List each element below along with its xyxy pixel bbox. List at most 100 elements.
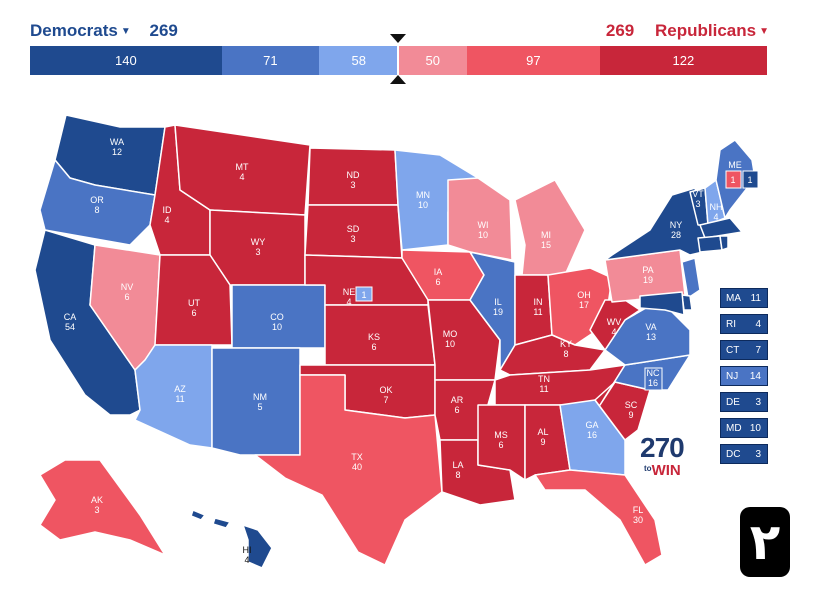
state-label-va: VA	[645, 322, 656, 332]
bar-segment-likely-dem[interactable]: 71	[221, 46, 320, 75]
state-MA[interactable]	[699, 217, 743, 239]
270towin-logo[interactable]: 270 toWIN	[640, 434, 700, 479]
state-votes-sc: 9	[628, 410, 633, 420]
state-votes-fl: 30	[633, 515, 643, 525]
democrats-label[interactable]: Democrats	[30, 21, 118, 40]
state-label-wa: WA	[110, 137, 124, 147]
nc-label-box	[644, 367, 663, 391]
small-state-md[interactable]: MD 10	[720, 418, 768, 438]
republicans-label[interactable]: Republicans	[655, 21, 757, 40]
me-district-box-1[interactable]	[725, 170, 742, 189]
state-label-tn: TN	[538, 374, 550, 384]
state-votes-ok: 7	[383, 395, 388, 405]
small-state-dc[interactable]: DC 3	[720, 444, 768, 464]
state-MS[interactable]	[477, 404, 526, 481]
state-label-co: CO	[270, 312, 284, 322]
state-label-sd: SD	[347, 224, 360, 234]
state-label-ms: MS	[494, 430, 508, 440]
state-MI[interactable]	[514, 179, 586, 276]
state-label-il: IL	[494, 297, 502, 307]
state-votes-tx: 40	[352, 462, 362, 472]
ne-district-box[interactable]	[355, 286, 373, 302]
state-HI[interactable]	[242, 524, 273, 569]
small-state-abbr: DC	[726, 448, 741, 460]
state-votes-mt: 4	[239, 172, 244, 182]
state-CT[interactable]	[697, 235, 723, 253]
state-votes-ks: 6	[371, 342, 376, 352]
state-votes-tn: 11	[539, 384, 548, 394]
state-votes-ar: 6	[454, 405, 459, 415]
democrats-header[interactable]: Democrats ▼ 269	[30, 20, 178, 43]
state-votes-mi: 15	[541, 240, 551, 250]
state-RI[interactable]	[719, 235, 729, 251]
small-state-ma[interactable]: MA 11	[720, 288, 768, 308]
republicans-dropdown-caret-icon[interactable]: ▼	[759, 26, 769, 37]
bar-segment-lean-rep[interactable]: 50	[398, 46, 467, 75]
small-state-abbr: CT	[726, 344, 740, 356]
state-label-wv: WV	[607, 317, 622, 327]
state-label-mo: MO	[443, 329, 458, 339]
state-label-wi: WI	[478, 220, 489, 230]
state-votes-nc: 16	[648, 378, 658, 388]
state-label-ut: UT	[188, 298, 200, 308]
state-label-ny: NY	[670, 220, 683, 230]
state-UT[interactable]	[154, 254, 233, 346]
bar-segment-safe-rep[interactable]: 122	[599, 46, 767, 75]
state-label-oh: OH	[577, 290, 591, 300]
logo-to: to	[644, 464, 652, 473]
state-MD[interactable]	[639, 291, 685, 316]
state-WI[interactable]	[447, 177, 513, 261]
state-votes-co: 10	[272, 322, 282, 332]
state-label-pa: PA	[642, 265, 653, 275]
state-votes-wi: 10	[478, 230, 488, 240]
state-votes-oh: 17	[579, 300, 589, 310]
state-TX[interactable]	[254, 374, 443, 566]
state-label-la: LA	[452, 460, 463, 470]
state-NJ[interactable]	[681, 257, 701, 299]
state-votes-va: 13	[646, 332, 656, 342]
state-votes-in: 11	[533, 307, 542, 317]
state-label-me: ME	[728, 160, 742, 170]
state-label-ak: AK	[91, 495, 103, 505]
state-votes-vt: 3	[695, 199, 700, 209]
state-WV[interactable]	[589, 299, 641, 351]
small-state-abbr: NJ	[726, 370, 739, 382]
republicans-header[interactable]: 269 Republicans ▼	[606, 20, 769, 43]
state-votes-il: 19	[493, 307, 503, 317]
state-votes-mo: 10	[445, 339, 455, 349]
state-votes-id: 4	[164, 215, 169, 225]
state-label-in: IN	[534, 297, 543, 307]
midpoint-marker-top-icon	[390, 34, 406, 43]
state-label-nc: NC	[647, 368, 660, 378]
state-AK[interactable]	[39, 459, 166, 556]
bar-segment-likely-rep[interactable]: 97	[466, 46, 600, 75]
democrats-dropdown-caret-icon[interactable]: ▼	[120, 26, 131, 37]
state-label-ks: KS	[368, 332, 380, 342]
state-label-hi: HI	[243, 545, 252, 555]
state-label-vt: VT	[692, 189, 704, 199]
state-label-wy: WY	[251, 237, 266, 247]
small-state-ct[interactable]: CT 7	[720, 340, 768, 360]
state-votes-ia: 6	[435, 277, 440, 287]
bar-segment-lean-dem[interactable]: 58	[319, 46, 399, 75]
state-label-id: ID	[163, 205, 173, 215]
state-label-nm: NM	[253, 392, 267, 402]
small-state-de[interactable]: DE 3	[720, 392, 768, 412]
small-state-votes: 10	[749, 422, 761, 434]
state-label-az: AZ	[174, 384, 186, 394]
state-votes-ak: 3	[94, 505, 99, 515]
state-AZ[interactable]	[134, 344, 213, 449]
state-votes-nh: 4	[713, 212, 718, 222]
me-district-box-2[interactable]	[742, 170, 759, 189]
state-label-ga: GA	[585, 420, 598, 430]
state-label-nv: NV	[121, 282, 134, 292]
state-label-or: OR	[90, 195, 104, 205]
republicans-total: 269	[605, 21, 635, 40]
small-state-abbr: MD	[726, 422, 742, 434]
small-state-votes: 4	[755, 318, 761, 330]
bar-segment-safe-dem[interactable]: 140	[30, 46, 222, 75]
state-FL[interactable]	[534, 469, 663, 566]
small-state-nj[interactable]: NJ 14	[720, 366, 768, 386]
small-state-ri[interactable]: RI 4	[720, 314, 768, 334]
